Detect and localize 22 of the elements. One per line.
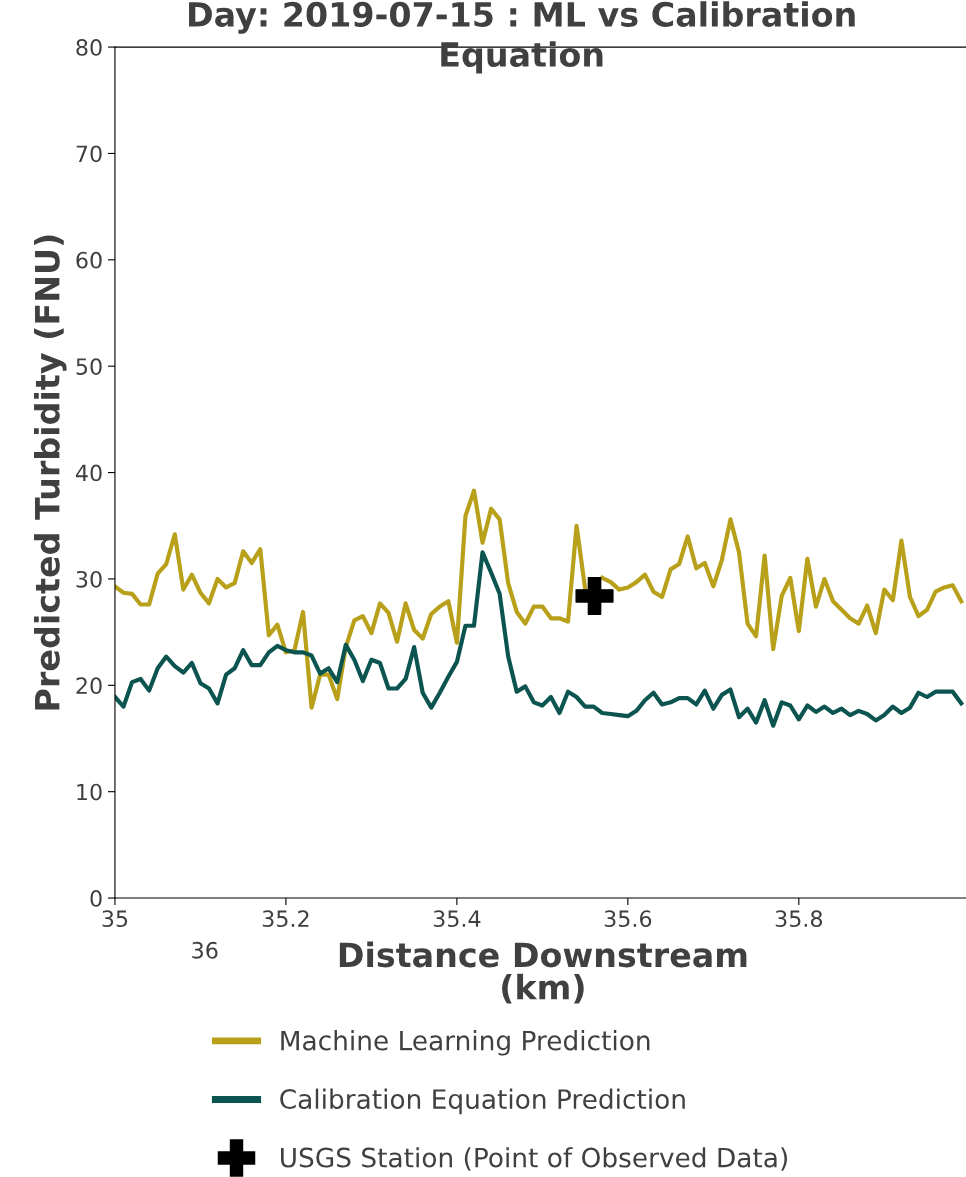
x-tick-label: 35: [102, 910, 128, 928]
y-tick-label: 80: [76, 39, 102, 56]
y-tick-label: 50: [76, 358, 102, 375]
chart-title: Day: 2019-07-15 : ML vs Calibration Equation: [189, 1, 855, 74]
y-axis-title: Predicted Turbidity (FNU): [34, 235, 67, 710]
x-tick-label: 35.6: [604, 910, 652, 928]
y-tick-label: 20: [76, 677, 102, 695]
y-tick-label: 10: [77, 783, 102, 801]
y-tick-label: 60: [76, 251, 102, 269]
legend-label: Calibration Equation Prediction: [280, 1088, 685, 1115]
y-tick-label: 70: [76, 145, 102, 163]
line-series: [114, 550, 964, 728]
y-tick-label: 30: [76, 570, 102, 588]
y-tick-label: 0: [90, 890, 102, 907]
text: 36: [192, 941, 218, 959]
x-tick-label: 35.8: [775, 910, 823, 928]
x-axis-title: Distance Downstream (km): [339, 941, 747, 1004]
x-tick-label: 35.4: [433, 910, 481, 928]
legend-label: Machine Learning Prediction: [281, 1030, 650, 1056]
legend-label: USGS Station (Point of Observed Data): [281, 1147, 787, 1171]
x-tick-label: 35.2: [262, 910, 309, 928]
y-tick-label: 40: [75, 464, 102, 482]
